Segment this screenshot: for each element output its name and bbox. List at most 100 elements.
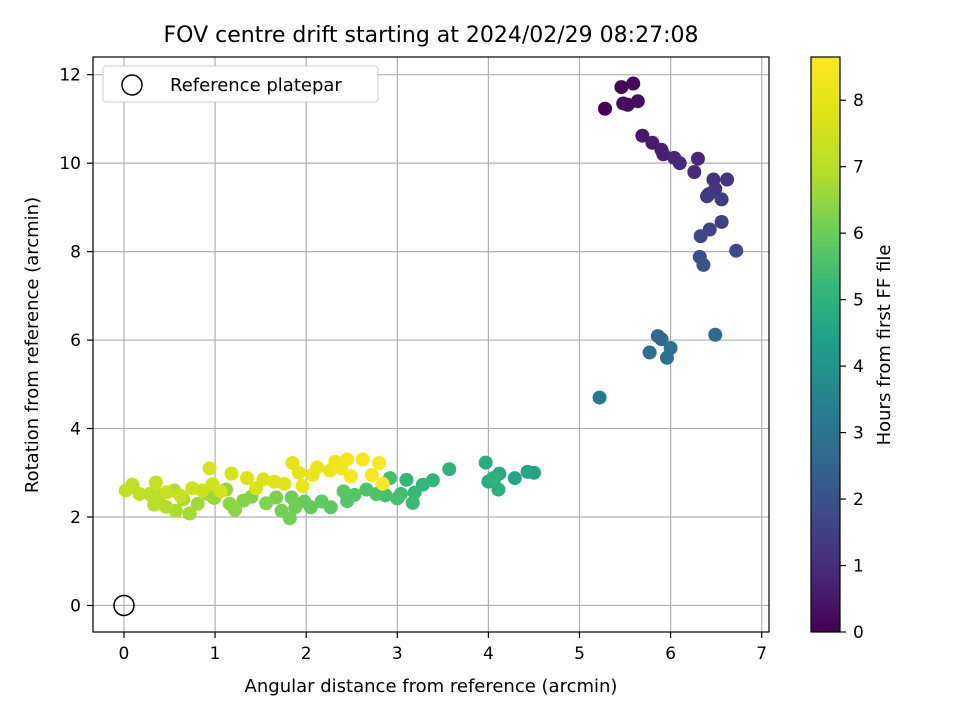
reference-marker — [113, 594, 135, 617]
data-point — [659, 350, 674, 365]
data-point — [687, 165, 702, 179]
data-point — [355, 452, 370, 467]
data-point — [614, 80, 629, 95]
x-tick-label: 6 — [665, 644, 676, 664]
data-point — [288, 500, 303, 515]
data-point — [485, 471, 500, 486]
colorbar-tick-label: 0 — [853, 623, 864, 643]
y-tick-label: 12 — [59, 66, 81, 86]
data-point — [405, 495, 420, 510]
y-tick-label: 2 — [70, 508, 81, 528]
y-tick-label: 8 — [70, 243, 81, 263]
x-tick-label: 4 — [483, 644, 494, 664]
grid-lines — [93, 57, 769, 632]
data-point — [693, 229, 708, 244]
data-point — [729, 243, 744, 258]
data-point — [148, 475, 163, 490]
data-point — [399, 472, 414, 487]
data-point — [708, 327, 723, 342]
data-point — [672, 156, 687, 171]
data-point — [714, 214, 729, 229]
data-point — [700, 189, 715, 204]
data-point — [213, 484, 228, 499]
colorbar-label: Hours from first FF file — [874, 245, 895, 446]
data-point — [291, 465, 306, 480]
data-point — [642, 345, 657, 360]
data-point — [442, 462, 457, 477]
x-tick-label: 2 — [301, 644, 312, 664]
colorbar-tick-label: 2 — [853, 490, 864, 510]
x-tick-label: 0 — [119, 644, 130, 664]
data-point — [390, 491, 405, 506]
colorbar: 0 1 2 3 4 5 6 7 8 Hours from first FF file — [810, 56, 895, 643]
data-point — [158, 499, 173, 514]
data-point — [520, 464, 535, 479]
x-tick-label: 1 — [210, 644, 221, 664]
data-points — [118, 76, 744, 526]
data-point — [598, 101, 613, 116]
colorbar-tick-label: 1 — [853, 557, 864, 577]
data-point — [364, 467, 379, 482]
data-point — [372, 456, 387, 471]
data-point — [375, 476, 390, 491]
data-point — [656, 147, 671, 162]
data-point — [720, 172, 735, 187]
plot-frame — [92, 56, 770, 633]
data-point — [635, 128, 650, 143]
legend-marker — [121, 74, 143, 96]
chart-title: FOV centre drift starting at 2024/02/29 … — [164, 23, 699, 48]
colorbar-ticks: 0 1 2 3 4 5 6 7 8 — [840, 91, 864, 643]
x-tick-label: 5 — [574, 644, 585, 664]
data-point — [202, 461, 217, 476]
colorbar-tick-label: 4 — [853, 357, 864, 377]
data-point — [295, 479, 310, 494]
data-point — [147, 497, 162, 512]
legend-label: Reference platepar — [170, 75, 342, 96]
y-tick-label: 4 — [70, 420, 81, 440]
data-point — [592, 390, 607, 405]
data-point — [239, 471, 254, 486]
data-point — [236, 493, 251, 508]
x-tick-label: 3 — [392, 644, 403, 664]
y-tick-label: 6 — [70, 331, 81, 351]
data-point — [630, 94, 645, 109]
legend: Reference platepar — [102, 65, 379, 103]
data-point — [190, 496, 205, 511]
data-point — [340, 452, 355, 467]
x-tick-label: 7 — [756, 644, 767, 664]
data-point — [696, 257, 711, 272]
data-point — [314, 494, 329, 509]
data-point — [195, 483, 210, 498]
colorbar-tick-label: 5 — [853, 291, 864, 311]
data-point — [654, 332, 669, 347]
data-point — [310, 460, 325, 475]
data-point — [626, 76, 641, 91]
data-point — [142, 487, 157, 501]
data-point — [274, 503, 289, 518]
colorbar-tick-label: 6 — [853, 224, 864, 244]
x-axis-label: Angular distance from reference (arcmin) — [245, 676, 618, 697]
data-point — [224, 466, 239, 481]
data-point — [336, 484, 351, 499]
data-point — [118, 483, 133, 498]
colorbar-tick-label: 8 — [853, 91, 864, 111]
colorbar-tick-label: 7 — [853, 158, 864, 178]
data-point — [491, 482, 506, 497]
data-point — [478, 455, 493, 470]
data-point — [256, 472, 271, 487]
data-point — [359, 482, 374, 497]
y-axis-label: Rotation from reference (arcmin) — [22, 197, 43, 493]
colorbar-frame — [810, 56, 841, 633]
data-point — [507, 471, 522, 486]
data-point — [222, 496, 237, 511]
legend-box — [102, 65, 379, 103]
data-point — [182, 506, 197, 521]
colorbar-gradient — [811, 57, 840, 632]
data-point — [690, 151, 705, 166]
data-point — [259, 496, 274, 511]
data-point — [277, 476, 292, 491]
data-point — [714, 192, 729, 207]
data-point — [173, 488, 188, 503]
